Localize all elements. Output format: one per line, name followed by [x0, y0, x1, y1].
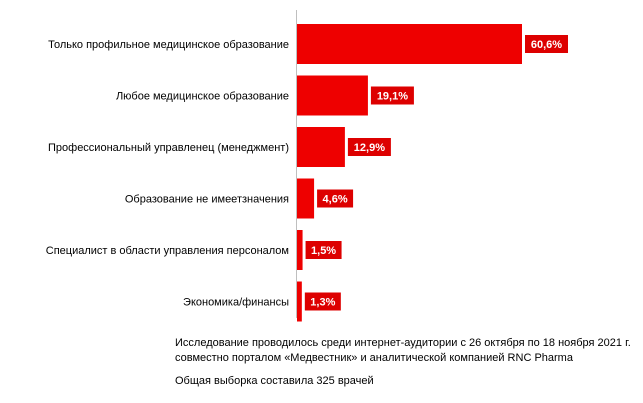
category-label: Любое медицинское образование [116, 91, 289, 103]
value-label: 19,1% [377, 91, 408, 103]
bar [297, 75, 368, 116]
category-label: Образование не имеетзначения [125, 194, 289, 206]
bar [297, 281, 302, 322]
value-labels-group: 60,6% 19,1% 12,9% 4,6% 1,5% 1,3% [304, 35, 568, 311]
footnote-partners: совместно порталом «Медвестник» и аналит… [175, 352, 573, 364]
category-label: Профессиональный управленец (менеджмент) [48, 142, 289, 154]
value-label: 1,5% [311, 245, 336, 257]
footnote-study-period: Исследование проводилось среди интернет-… [175, 337, 631, 349]
value-label-background [317, 189, 354, 208]
category-label: Экономика/финансы [183, 297, 289, 309]
category-label: Специалист в области управления персонал… [46, 245, 289, 257]
bars-group [297, 24, 522, 322]
category-labels-group: Только профильное медицинское образовани… [46, 39, 289, 309]
bar [297, 178, 315, 219]
bar [297, 230, 303, 270]
value-label: 12,9% [354, 142, 385, 154]
bar [297, 24, 522, 64]
value-label-background [305, 241, 342, 259]
value-label-background [304, 292, 341, 311]
value-label-background [525, 35, 568, 53]
value-label-background [347, 138, 391, 156]
value-label-background [370, 86, 414, 105]
category-label: Только профильное медицинское образовани… [48, 39, 289, 51]
value-label: 60,6% [531, 39, 562, 51]
bar-chart: Только профильное медицинское образовани… [46, 10, 568, 322]
value-label: 4,6% [323, 194, 348, 206]
value-label: 1,3% [310, 297, 335, 309]
footnote-sample-size: Общая выборка составила 325 врачей [175, 375, 374, 387]
bar [297, 127, 345, 167]
